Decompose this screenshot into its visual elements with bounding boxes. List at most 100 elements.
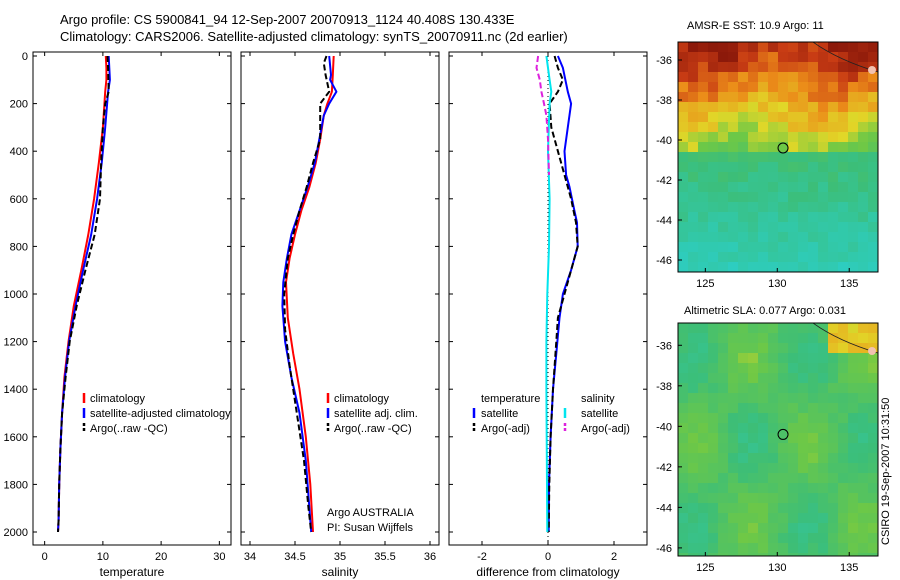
map-cell (868, 543, 878, 554)
map-cell (838, 72, 849, 83)
map-cell (748, 403, 759, 414)
map-cell (708, 192, 719, 203)
map-cell (778, 493, 789, 504)
map-cell (798, 553, 809, 556)
map-cell (848, 533, 859, 544)
map-cell (808, 62, 819, 73)
map-cell (758, 212, 769, 223)
map-cell (768, 393, 779, 404)
map-cell (798, 212, 809, 223)
legend-label: Argo(-adj) (581, 423, 630, 435)
map-cell (678, 353, 689, 364)
map-cell (728, 373, 739, 384)
map-cell (788, 453, 799, 464)
x-tick-label: 35 (334, 551, 346, 563)
map-cell (818, 493, 829, 504)
map-cell (678, 323, 689, 334)
map-cell (728, 473, 739, 484)
map-cell (828, 533, 839, 544)
map-cell (678, 463, 689, 474)
y-tick-label: 2000 (4, 527, 28, 539)
map-cell (688, 242, 699, 253)
map-cell (828, 172, 839, 183)
map-cell (748, 333, 759, 344)
map-cell (728, 92, 739, 103)
map-cell (868, 52, 878, 63)
map-cell (688, 62, 699, 73)
map-cell (708, 162, 719, 173)
map-cell (678, 182, 689, 193)
map-cell (718, 152, 729, 163)
map-cell (708, 543, 719, 554)
map-cell (678, 333, 689, 344)
map-cell (828, 373, 839, 384)
map-cell (738, 192, 749, 203)
map-cell (788, 232, 799, 243)
map-cell (848, 493, 859, 504)
map-cell (698, 493, 709, 504)
map-cell (818, 333, 829, 344)
map-cell (848, 473, 859, 484)
map-cell (738, 242, 749, 253)
map-cell (698, 523, 709, 534)
map-cell (768, 82, 779, 93)
map-cell (738, 222, 749, 233)
map-cell (868, 262, 878, 272)
map-cell (718, 373, 729, 384)
y-tick-label: -46 (656, 255, 672, 267)
x-tick-label: 34 (244, 551, 256, 563)
series-group (281, 55, 338, 533)
map-cell (768, 232, 779, 243)
map-cell (848, 92, 859, 103)
x-tick-label: 10 (97, 551, 109, 563)
map-cell (678, 62, 689, 73)
map-cell (748, 353, 759, 364)
y-tick-label: 600 (10, 194, 28, 206)
map-cell (698, 212, 709, 223)
map-cell (758, 262, 769, 272)
map-cell (858, 493, 869, 504)
map-cell (838, 323, 849, 334)
map-cell (838, 192, 849, 203)
map-cell (778, 353, 789, 364)
map-cell (738, 252, 749, 263)
map-cell (798, 112, 809, 123)
map-cell (728, 72, 739, 83)
map-cell (688, 413, 699, 424)
map-cell (718, 112, 729, 123)
map-cell (848, 343, 859, 354)
map-cell (818, 132, 829, 143)
map-cell (708, 62, 719, 73)
map-cell (788, 513, 799, 524)
map-cell (848, 172, 859, 183)
map-cell (758, 353, 769, 364)
map-cell (818, 383, 829, 394)
x-tick-label: 30 (213, 551, 225, 563)
map-cell (838, 232, 849, 243)
map-cell (788, 443, 799, 454)
y-tick-label: -36 (656, 340, 672, 352)
map-cell (838, 42, 849, 53)
map-cell (758, 112, 769, 123)
map-cell (788, 323, 799, 334)
map-cell (798, 523, 809, 534)
map-cell (708, 493, 719, 504)
map-cell (698, 403, 709, 414)
map-cell (868, 383, 878, 394)
map-cell (768, 383, 779, 394)
map-cell (858, 553, 869, 556)
x-axis-label: temperature (100, 565, 165, 579)
map-cell (808, 172, 819, 183)
map-cell (688, 553, 699, 556)
map-cell (718, 72, 729, 83)
annotation-line: Argo AUSTRALIA (327, 507, 414, 519)
map-cell (788, 112, 799, 123)
map-cell (698, 262, 709, 272)
map-cell (788, 423, 799, 434)
map-cell (678, 162, 689, 173)
map-cell (748, 212, 759, 223)
map-cell (698, 533, 709, 544)
map-cell (688, 112, 699, 123)
map-cell (738, 333, 749, 344)
x-tick-label: 135 (840, 278, 858, 290)
